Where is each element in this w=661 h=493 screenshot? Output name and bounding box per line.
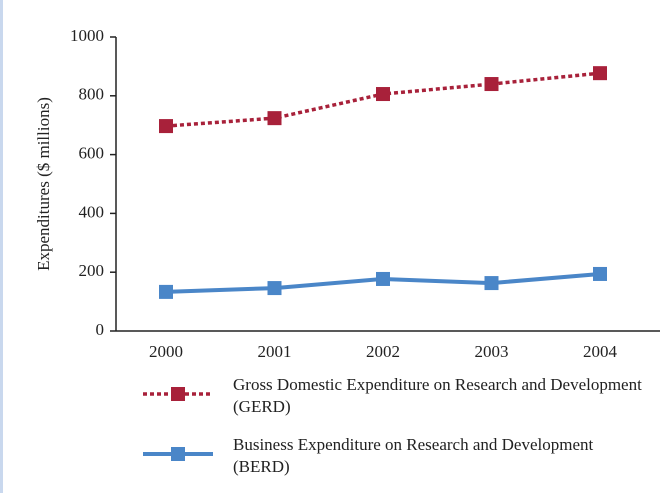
y-tick-label: 800: [79, 85, 105, 104]
point: [376, 271, 390, 286]
point: [159, 284, 173, 299]
y-tick-label: 600: [79, 144, 105, 163]
legend-label: Business Expenditure on Research and Dev…: [233, 435, 594, 476]
y-tick-label: 0: [96, 320, 105, 339]
point: [267, 111, 282, 126]
x-tick-label: 2002: [366, 342, 400, 361]
y-tick-label: 200: [79, 261, 105, 280]
point: [376, 87, 390, 102]
point: [484, 276, 499, 291]
point: [267, 281, 282, 296]
point: [159, 119, 173, 134]
x-tick-label: 2001: [258, 342, 292, 361]
y-tick-label: 400: [79, 202, 105, 221]
point: [593, 66, 607, 81]
y-axis-label: Expenditures ($ millions): [34, 97, 53, 271]
y-tick-label: 1000: [70, 26, 104, 45]
x-tick-label: 2003: [475, 342, 509, 361]
point: [484, 77, 499, 92]
legend-label: Gross Domestic Expenditure on Research a…: [233, 375, 642, 416]
point: [593, 266, 607, 281]
legend-marker: [171, 447, 185, 461]
x-tick-label: 2004: [583, 342, 618, 361]
legend-marker: [171, 387, 185, 401]
chart: Expenditures ($ millions) 0 200 400 600 800 1…: [34, 26, 660, 461]
x-tick-label: 2000: [149, 342, 183, 361]
